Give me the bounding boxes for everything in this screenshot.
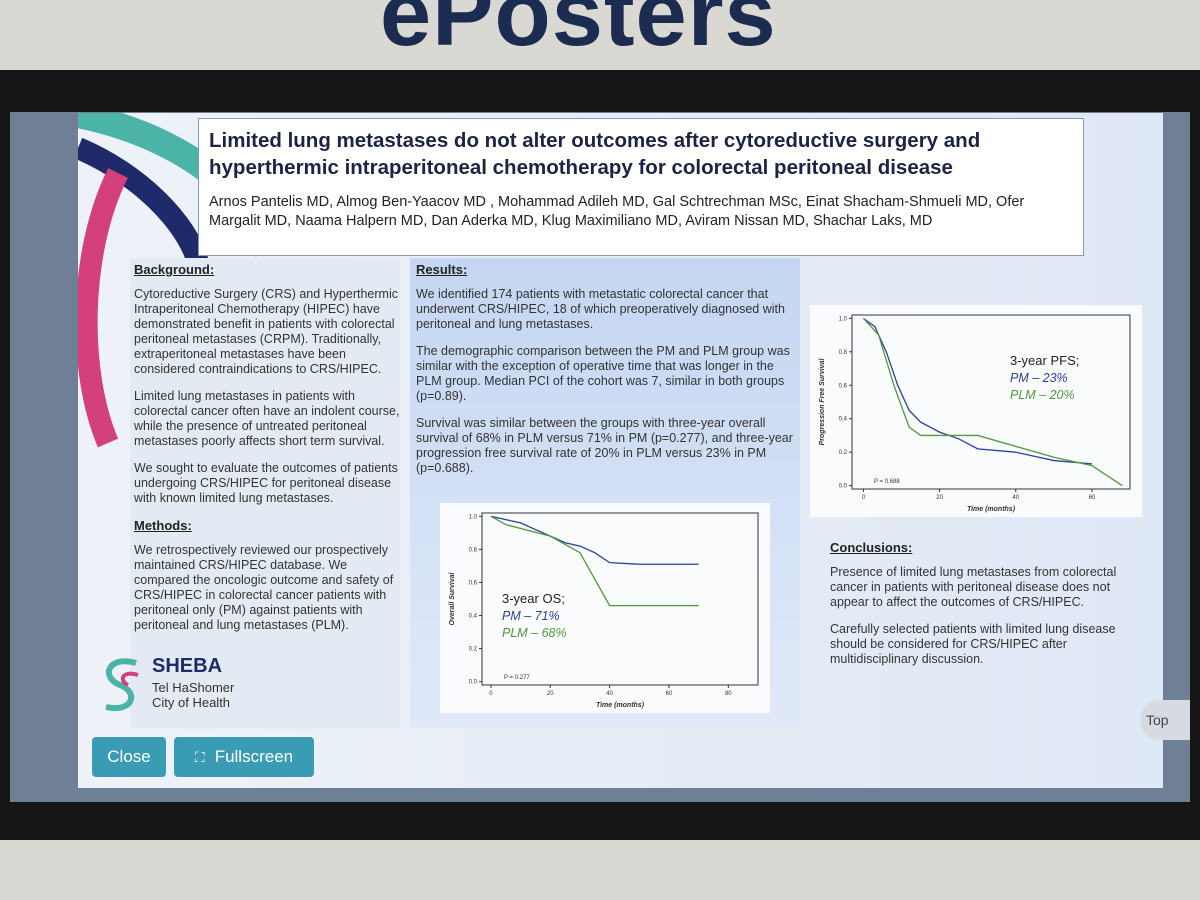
chart-bg: [810, 305, 1142, 517]
x-tick-label: 40: [606, 691, 613, 697]
legend-title: 3-year PFS;: [1010, 353, 1079, 368]
y-axis-label: Progression Free Survival: [819, 358, 826, 446]
left-column: Background: Cytoreductive Surgery (CRS) …: [134, 262, 400, 645]
middle-column: Results: We identified 174 patients with…: [416, 262, 794, 488]
logo-line: City of Health: [152, 695, 231, 710]
chart-bg: [440, 503, 770, 713]
paragraph: The demographic comparison between the P…: [416, 344, 790, 403]
legend-entry: PM – 71%: [502, 609, 560, 623]
logo: SHEBA Tel HaShomer City of Health: [98, 655, 298, 715]
y-tick-label: 0.6: [839, 383, 848, 389]
y-tick-label: 0.8: [839, 350, 848, 356]
os-chart: 0.0 0.2 0.4 0.6 0.8 1.0 0 20 40 60 80 Time (months)…: [440, 503, 770, 713]
fullscreen-icon: ⛶: [194, 748, 205, 765]
x-tick-label: 60: [666, 691, 673, 697]
survival-curve: [490, 515, 699, 565]
fullscreen-label: Fullscreen: [214, 747, 294, 766]
paragraph: Carefully selected patients with limited…: [830, 622, 1116, 666]
paragraph: Cytoreductive Surgery (CRS) and Hyperthe…: [134, 287, 398, 376]
y-tick-label: 0.4: [469, 614, 478, 620]
legend-entry: PLM – 68%: [502, 626, 567, 640]
y-tick-label: 0.0: [469, 680, 478, 686]
logo-line: Tel HaShomer: [152, 680, 235, 695]
x-axis-label: Time (months): [967, 506, 1016, 513]
banner-title: ePosters: [380, 0, 777, 65]
x-tick-label: 0: [862, 495, 866, 501]
left-column-bg: [130, 258, 400, 728]
section-heading: Results:: [416, 262, 468, 277]
p-value: P = 0.277: [504, 675, 530, 681]
y-tick-label: 0.4: [839, 417, 848, 423]
paragraph: Survival was similar between the groups …: [416, 416, 793, 475]
top-button[interactable]: Top: [1140, 700, 1190, 740]
section-heading: Conclusions:: [830, 540, 913, 555]
x-tick-label: 20: [547, 691, 554, 697]
x-tick-label: 40: [1012, 495, 1019, 501]
pfs-chart: 0.0 0.2 0.4 0.6 0.8 1.0 0 20 40 60 Time (months) Pr…: [810, 305, 1142, 517]
y-tick-label: 0.8: [469, 547, 478, 553]
survival-curve: [490, 515, 699, 607]
x-tick-label: 0: [489, 691, 493, 697]
fullscreen-button[interactable]: ⛶ Fullscreen: [174, 737, 314, 777]
legend-title: 3-year OS;: [502, 591, 565, 606]
legend-entry: PLM – 20%: [1010, 388, 1075, 402]
logo-mark: [105, 658, 139, 712]
close-button[interactable]: Close: [92, 737, 166, 777]
paragraph: Limited lung metastases in patients with…: [134, 389, 400, 448]
paragraph: We retrospectively reviewed our prospect…: [134, 543, 394, 632]
plot-frame: [481, 512, 759, 686]
y-tick-label: 0.6: [469, 580, 478, 586]
survival-curve: [863, 317, 1092, 465]
survival-curve: [862, 317, 1123, 487]
y-axis-label: Overall Survival: [449, 571, 456, 625]
section-heading: Background:: [134, 262, 215, 277]
x-tick-label: 80: [725, 691, 732, 697]
y-tick-label: 0.2: [839, 450, 848, 456]
x-tick-label: 20: [936, 495, 943, 501]
x-axis-label: Time (months): [596, 702, 645, 709]
poster-authors: Arnos Pantelis MD, Almog Ben-Yaacov MD ,…: [209, 194, 1025, 229]
top-label: Top: [1146, 712, 1169, 728]
right-column: Conclusions: Presence of limited lung me…: [830, 540, 1120, 679]
title-box: Limited lung metastases do not alter out…: [198, 118, 1084, 256]
y-tick-label: 0.0: [839, 484, 848, 490]
logo-name: SHEBA: [152, 655, 223, 677]
p-value: P = 0.688: [874, 479, 900, 485]
plot-frame: [851, 314, 1131, 490]
section-heading: Methods:: [134, 518, 192, 533]
y-tick-label: 0.2: [469, 647, 478, 653]
poster-title: Limited lung metastases do not alter out…: [209, 129, 981, 179]
y-tick-label: 1.0: [469, 514, 478, 520]
paragraph: Presence of limited lung metastases from…: [830, 565, 1117, 609]
x-tick-label: 60: [1089, 495, 1096, 501]
legend-entry: PM – 23%: [1010, 371, 1068, 385]
paragraph: We identified 174 patients with metastat…: [416, 287, 785, 331]
paragraph: We sought to evaluate the outcomes of pa…: [134, 461, 398, 505]
y-tick-label: 1.0: [839, 316, 848, 322]
